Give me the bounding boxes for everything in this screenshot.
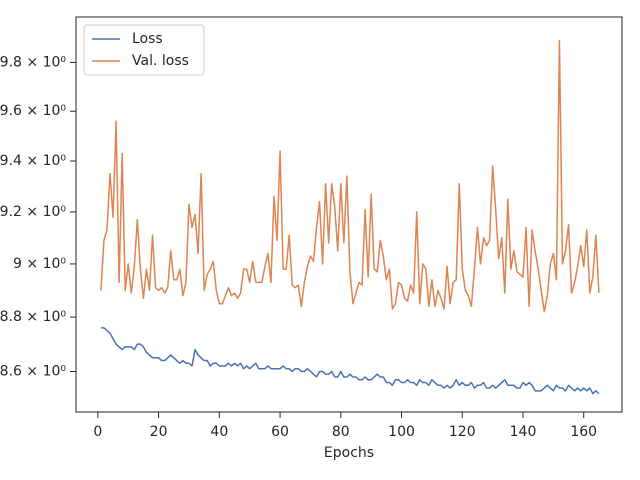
x-tick-label: 140 bbox=[510, 424, 537, 440]
legend-label: Val. loss bbox=[132, 53, 189, 69]
legend-label: Loss bbox=[132, 31, 163, 47]
x-tick-label: 20 bbox=[150, 424, 168, 440]
x-axis-label: Epochs bbox=[324, 445, 374, 461]
y-tick-label: 8.8 × 10⁰ bbox=[0, 309, 66, 325]
x-tick-label: 40 bbox=[210, 424, 228, 440]
y-tick-label: 8.6 × 10⁰ bbox=[0, 363, 66, 379]
legend-box bbox=[83, 24, 205, 76]
y-tick-label: 9.8 × 10⁰ bbox=[0, 54, 66, 70]
y-tick-label: 9 × 10⁰ bbox=[13, 256, 66, 272]
x-tick-label: 100 bbox=[388, 424, 415, 440]
x-tick-label: 0 bbox=[93, 424, 102, 440]
x-tick-label: 60 bbox=[271, 424, 289, 440]
series-line bbox=[100, 327, 600, 395]
x-tick-label: 120 bbox=[449, 424, 476, 440]
series-line bbox=[100, 40, 600, 313]
x-tick-label: 160 bbox=[570, 424, 597, 440]
plot-area bbox=[75, 16, 623, 413]
y-tick-label: 9.2 × 10⁰ bbox=[0, 204, 66, 220]
x-tick-label: 80 bbox=[332, 424, 350, 440]
y-tick-label: 9.6 × 10⁰ bbox=[0, 103, 66, 119]
y-tick-label: 9.4 × 10⁰ bbox=[0, 153, 66, 169]
